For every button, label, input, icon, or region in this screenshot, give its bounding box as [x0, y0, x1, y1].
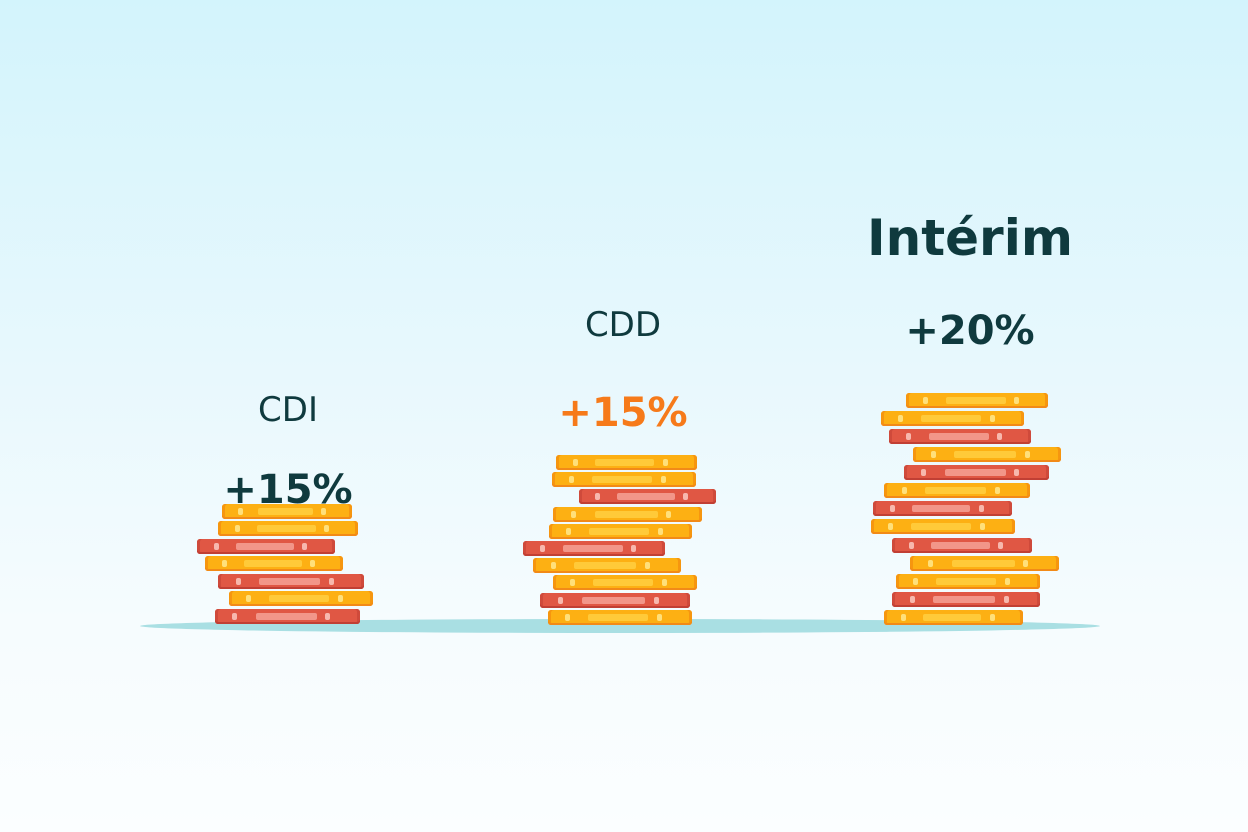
coin-interim-12: [881, 410, 1024, 426]
coin-interim-1: [884, 609, 1023, 625]
coin-interim-2: [892, 591, 1040, 607]
coin-cdd-8: [579, 489, 716, 505]
coin-interim-3: [896, 573, 1040, 589]
coin-cdi-2: [229, 591, 373, 606]
coin-cdi-6: [218, 521, 358, 536]
coin-cdd-9: [552, 472, 696, 488]
coin-cdd-7: [553, 506, 702, 522]
coin-cdd-6: [549, 523, 692, 539]
coin-cdi-1: [215, 608, 360, 624]
coin-cdi-3: [218, 573, 364, 589]
column-value-interim: +20%: [905, 308, 1035, 354]
coin-cdi-5: [197, 538, 335, 554]
coin-interim-13: [906, 392, 1048, 408]
coin-interim-7: [873, 501, 1012, 517]
coin-cdi-4: [205, 556, 343, 571]
coin-cdd-3: [553, 575, 697, 591]
coin-cdi-7: [222, 503, 352, 519]
ground-shadow: [140, 619, 1100, 633]
coin-cdd-1: [548, 609, 692, 625]
coin-interim-5: [892, 537, 1032, 553]
column-value-cdd: +15%: [558, 390, 688, 436]
coin-cdd-5: [523, 541, 665, 556]
coin-interim-9: [904, 465, 1049, 481]
coin-cdd-10: [556, 455, 697, 470]
coin-interim-8: [884, 483, 1030, 499]
coin-interim-11: [889, 428, 1031, 444]
column-title-cdi: CDI: [258, 390, 318, 430]
column-title-cdd: CDD: [584, 305, 662, 345]
coin-interim-10: [913, 447, 1061, 462]
coin-cdd-2: [540, 592, 690, 608]
coin-cdd-4: [533, 558, 681, 574]
coin-interim-6: [871, 519, 1015, 535]
coin-interim-4: [910, 555, 1059, 571]
column-title-interim: Intérim: [867, 209, 1073, 267]
